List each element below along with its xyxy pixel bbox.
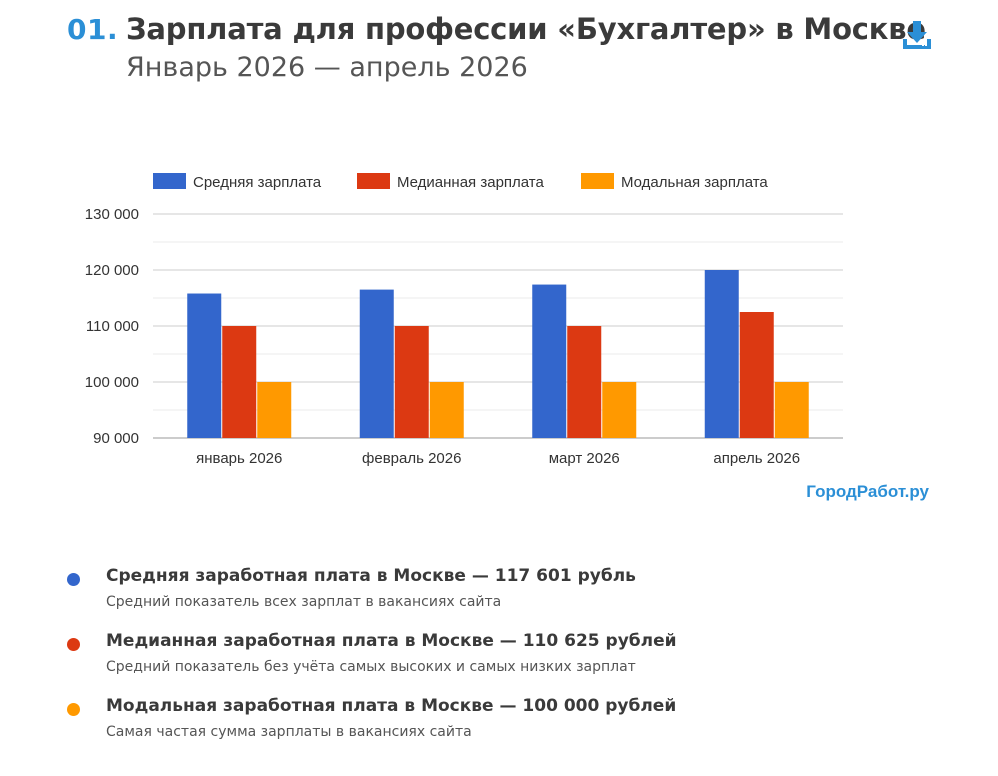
x-tick-label: февраль 2026: [362, 450, 461, 467]
summary-description: Самая частая сумма зарплаты в вакансиях …: [106, 724, 472, 740]
summary-item-average: Средняя заработная плата в Москве — 117 …: [66, 566, 946, 631]
bar[interactable]: [774, 382, 809, 438]
bullet-dot: [67, 573, 80, 586]
salary-chart: Средняя зарплата Медианная зарплата Модаль…: [0, 160, 998, 520]
bar[interactable]: [257, 382, 292, 438]
page-title: Зарплата для профессии «Бухгалтер» в Мос…: [126, 12, 926, 46]
legend-swatch: [357, 173, 390, 189]
y-tick-label: 110 000: [86, 318, 139, 335]
y-tick-label: 120 000: [85, 262, 139, 279]
y-tick-label: 90 000: [93, 430, 139, 447]
legend-label: Средняя зарплата: [193, 174, 322, 191]
summary-item-mode: Модальная заработная плата в Москве — 10…: [66, 696, 946, 761]
download-button[interactable]: [900, 18, 934, 52]
summary-title: Модальная заработная плата в Москве — 10…: [106, 696, 677, 716]
summary-description: Средний показатель без учёта самых высок…: [106, 659, 636, 675]
bar[interactable]: [532, 284, 567, 438]
bullet-dot: [67, 638, 80, 651]
legend-label: Модальная зарплата: [621, 174, 768, 191]
chart-legend: Средняя зарплата Медианная зарплата Модаль…: [153, 173, 768, 191]
x-tick-label: апрель 2026: [713, 450, 800, 467]
summary-title: Средняя заработная плата в Москве — 117 …: [106, 566, 636, 586]
bar[interactable]: [222, 326, 257, 438]
legend-swatch: [581, 173, 614, 189]
bar[interactable]: [739, 312, 774, 438]
chart-bars: [187, 270, 809, 438]
bar[interactable]: [429, 382, 464, 438]
page-subtitle: Январь 2026 — апрель 2026: [126, 52, 528, 83]
bar[interactable]: [394, 326, 429, 438]
bullet-dot: [67, 703, 80, 716]
salary-summary: Средняя заработная плата в Москве — 117 …: [66, 566, 946, 761]
y-tick-label: 100 000: [85, 374, 139, 391]
bar[interactable]: [602, 382, 637, 438]
bar[interactable]: [187, 293, 222, 438]
chart-svg: Средняя зарплата Медианная зарплата Модаль…: [85, 173, 930, 501]
y-tick-label: 130 000: [85, 206, 139, 223]
section-number: 01.: [67, 13, 119, 46]
x-tick-label: март 2026: [549, 450, 620, 467]
x-tick-label: январь 2026: [196, 450, 282, 467]
bar[interactable]: [359, 289, 394, 438]
legend-swatch: [153, 173, 186, 189]
bar[interactable]: [704, 270, 739, 438]
summary-title: Медианная заработная плата в Москве — 11…: [106, 631, 677, 651]
download-icon: [903, 21, 931, 49]
summary-description: Средний показатель всех зарплат в ваканс…: [106, 594, 502, 610]
bar[interactable]: [567, 326, 602, 438]
brand-logo[interactable]: ГородРабот.ру: [806, 482, 929, 501]
summary-item-median: Медианная заработная плата в Москве — 11…: [66, 631, 946, 696]
x-axis-labels: январь 2026 февраль 2026 март 2026 апрель 2…: [196, 450, 800, 467]
legend-label: Медианная зарплата: [397, 174, 545, 191]
